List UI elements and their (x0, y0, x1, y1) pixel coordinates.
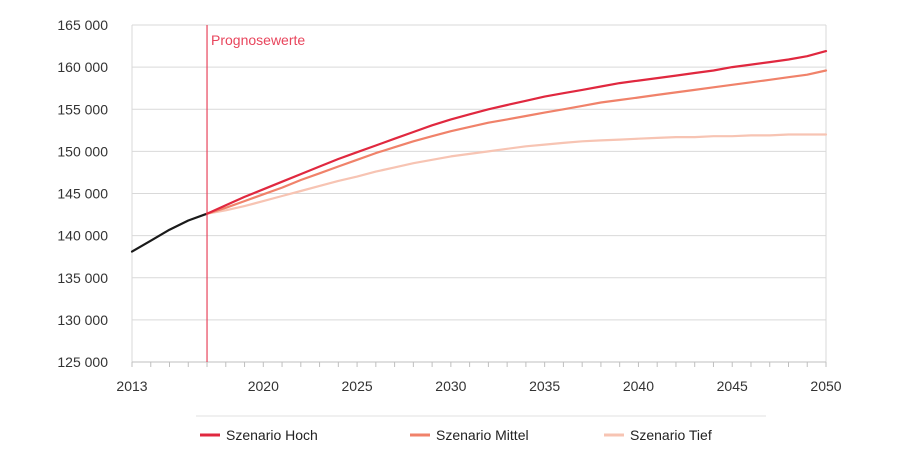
legend-label: Szenario Tief (630, 427, 712, 443)
x-tick-label: 2025 (342, 378, 373, 394)
series-line-szenario-tief (205, 133, 828, 215)
y-axis: 125 000 130 000 135 000 140 000 145 000 150 0… (57, 17, 108, 370)
y-tick-label: 165 000 (57, 17, 108, 33)
y-tick-label: 145 000 (57, 186, 108, 202)
forecast-label: Prognosewerte (211, 32, 305, 48)
x-tick-label: 2050 (810, 378, 841, 394)
x-tick-label: 2035 (529, 378, 560, 394)
y-tick-label: 125 000 (57, 354, 108, 370)
x-tick-label: 2040 (623, 378, 654, 394)
y-tick-label: 150 000 (57, 143, 108, 159)
legend-label: Szenario Mittel (436, 427, 529, 443)
series-line-szenario-mittel (205, 69, 828, 215)
legend: Szenario Hoch Szenario Mittel Szenario Tie… (196, 415, 766, 443)
x-tick-label: 2020 (248, 378, 279, 394)
y-tick-label: 160 000 (57, 59, 108, 75)
x-axis: 2013 2020 2025 2030 2035 2040 2045 2050 (116, 361, 842, 394)
y-tick-label: 140 000 (57, 228, 108, 244)
history-line (130, 212, 209, 253)
x-tick-label: 2013 (116, 378, 147, 394)
y-tick-label: 130 000 (57, 312, 108, 328)
series-line-szenario-hoch (205, 49, 828, 215)
x-tick-label: 2030 (435, 378, 466, 394)
legend-label: Szenario Hoch (226, 427, 318, 443)
x-tick-label: 2045 (717, 378, 748, 394)
series-lines (130, 49, 828, 253)
y-tick-label: 155 000 (57, 101, 108, 117)
y-tick-label: 135 000 (57, 270, 108, 286)
grid-lines (131, 24, 827, 363)
